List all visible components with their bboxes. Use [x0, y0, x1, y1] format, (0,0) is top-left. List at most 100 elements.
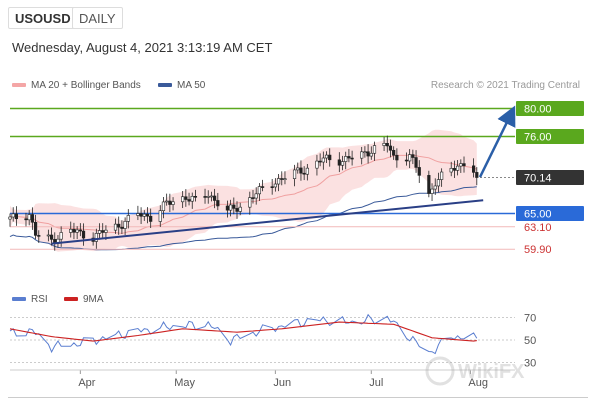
candle — [305, 167, 309, 175]
level-tag — [516, 206, 584, 221]
candle — [417, 167, 421, 176]
candle — [101, 230, 105, 233]
candle — [350, 157, 354, 160]
timeframe-label[interactable]: DAILY — [72, 7, 123, 29]
x-tick-label: Jul — [369, 377, 383, 389]
level-label: 63.10 — [524, 222, 552, 234]
candle — [344, 156, 348, 162]
candle — [75, 229, 79, 233]
candle — [120, 226, 124, 229]
level-label: 76.00 — [524, 132, 552, 144]
candle — [145, 213, 150, 217]
level-label: 59.90 — [524, 244, 552, 256]
candle — [14, 213, 18, 220]
candle — [459, 163, 463, 167]
projection-arrow — [478, 105, 516, 178]
ma9-label: 9MA — [83, 294, 104, 305]
level-tag — [516, 101, 584, 116]
candle — [97, 230, 102, 234]
candle — [452, 168, 457, 171]
x-tick-label: Aug — [468, 377, 488, 389]
candle — [37, 235, 41, 237]
candle — [251, 197, 255, 199]
candle — [337, 159, 341, 166]
candle — [318, 160, 322, 163]
candle — [248, 197, 252, 208]
candle — [126, 215, 130, 222]
candle — [46, 234, 50, 237]
candle — [104, 229, 108, 233]
candle — [404, 159, 409, 162]
candle — [8, 216, 12, 220]
candle — [328, 154, 332, 161]
candle — [456, 165, 460, 171]
candle — [123, 221, 127, 229]
candle — [427, 175, 431, 194]
candle — [235, 208, 239, 212]
symbol-label[interactable]: USOUSD — [8, 7, 78, 29]
rsi-label: RSI — [31, 294, 48, 305]
legend-ma50: MA 50 — [158, 80, 205, 92]
candle — [136, 213, 140, 216]
candle — [433, 185, 437, 190]
level-label: 80.00 — [524, 104, 552, 116]
current-price-label: 70.14 — [524, 173, 552, 185]
candle — [193, 195, 198, 198]
candle — [168, 200, 172, 205]
candle — [302, 172, 306, 175]
candle — [209, 195, 214, 198]
ma9-line — [9, 321, 477, 342]
candle — [181, 196, 185, 203]
candle — [49, 234, 54, 240]
x-tick-label: May — [174, 377, 195, 389]
candle — [449, 168, 453, 173]
candle — [369, 152, 373, 157]
candle — [187, 199, 191, 202]
candle — [321, 157, 325, 163]
candle — [315, 160, 319, 169]
candle — [395, 154, 399, 161]
candle — [280, 178, 284, 180]
svg-text:WikiFX: WikiFX — [458, 361, 525, 383]
candle — [161, 201, 166, 211]
candle — [213, 195, 217, 201]
candle — [273, 183, 277, 188]
x-tick-label: Jun — [273, 377, 291, 389]
current-price-tag — [516, 170, 584, 186]
candle — [475, 172, 479, 178]
ma50-swatch — [158, 83, 172, 88]
candle — [165, 200, 169, 203]
credit-text: Research © 2021 Trading Central — [430, 80, 580, 91]
candle — [81, 230, 86, 239]
candle — [411, 154, 415, 158]
candle — [171, 201, 175, 205]
level-tag — [516, 129, 584, 144]
candle — [430, 188, 434, 194]
candle — [78, 229, 82, 232]
candle — [283, 178, 287, 180]
ma50-label: MA 50 — [177, 80, 206, 91]
candle — [158, 210, 162, 222]
rsi-line — [9, 313, 478, 355]
candle — [363, 151, 367, 154]
legend-rsi: RSI — [12, 294, 48, 305]
ma9-swatch — [64, 297, 78, 302]
candle — [149, 215, 153, 222]
candle — [254, 193, 258, 199]
candle — [382, 143, 386, 146]
rsi-tick-label: 30 — [524, 357, 536, 369]
candle — [11, 213, 15, 218]
ma20-swatch — [12, 83, 26, 88]
timestamp: Wednesday, August 4, 2021 3:13:19 AM CET — [12, 40, 273, 55]
bottom-border — [8, 397, 588, 398]
candle — [203, 196, 207, 198]
candle — [372, 145, 377, 154]
candle — [324, 154, 329, 159]
candle — [142, 213, 146, 217]
candle — [232, 204, 236, 209]
candle — [472, 165, 476, 173]
candle — [94, 233, 98, 242]
x-tick-label: Apr — [78, 377, 95, 389]
candle — [225, 205, 230, 211]
